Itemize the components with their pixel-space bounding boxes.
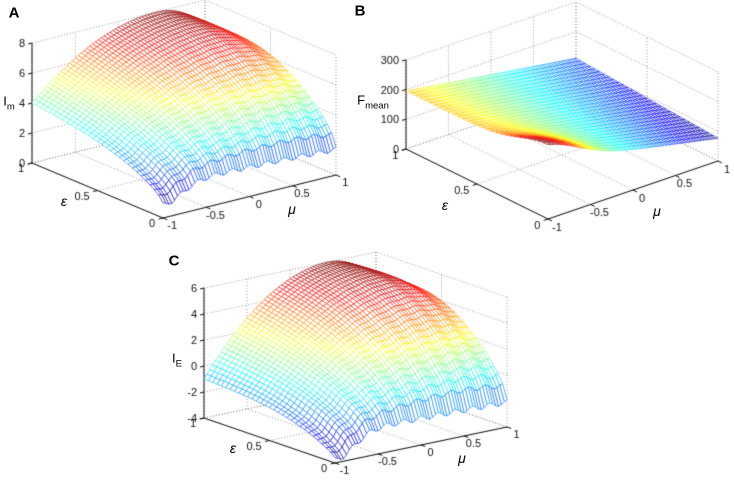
panel-label-c: C (168, 252, 180, 270)
x-axis-label-b: μ (653, 203, 661, 219)
z-axis-label-b-sub: mean (365, 100, 389, 112)
panel-label-b: B (354, 2, 366, 20)
z-axis-label-c-base: I (172, 350, 176, 366)
x-axis-label-a: μ (288, 201, 296, 217)
z-axis-label-b: Fmean (357, 93, 389, 112)
panel-label-a: A (8, 4, 20, 22)
z-axis-label-c-sub: E (175, 358, 182, 370)
z-axis-label-b-base: F (357, 92, 366, 108)
z-axis-label-a: Im (3, 94, 15, 113)
y-axis-label-c: ε (229, 440, 237, 456)
z-axis-label-a-sub: m (6, 101, 15, 113)
y-axis-label-b: ε (441, 197, 449, 213)
x-axis-label-c: μ (458, 450, 466, 466)
z-axis-label-a-base: I (3, 93, 7, 109)
y-axis-label-a: ε (60, 193, 68, 209)
z-axis-label-c: IE (172, 351, 182, 370)
